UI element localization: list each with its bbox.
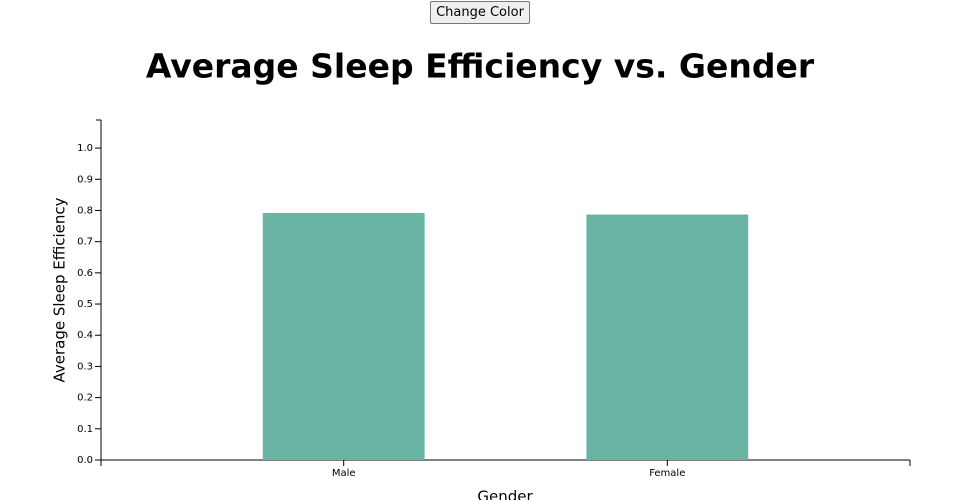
y-tick-label: 1.0 bbox=[77, 143, 93, 154]
y-tick-label: 0.6 bbox=[77, 268, 93, 279]
y-tick-label: 0.2 bbox=[77, 393, 93, 404]
y-tick-label: 0.9 bbox=[77, 174, 93, 185]
bar bbox=[586, 214, 749, 460]
y-tick-label: 0.0 bbox=[77, 455, 93, 466]
y-tick-label: 0.1 bbox=[77, 424, 93, 435]
bar bbox=[262, 212, 425, 460]
y-tick-label: 0.7 bbox=[77, 237, 93, 248]
chart-title: Average Sleep Efficiency vs. Gender bbox=[146, 47, 815, 86]
x-axis-label: Gender bbox=[477, 488, 533, 500]
change-color-button[interactable]: Change Color bbox=[430, 1, 530, 24]
y-axis-label: Average Sleep Efficiency bbox=[51, 197, 69, 382]
x-tick-label: Female bbox=[649, 468, 685, 479]
y-tick-label: 0.5 bbox=[77, 299, 93, 310]
y-tick-label: 0.8 bbox=[77, 205, 93, 216]
y-tick-label: 0.3 bbox=[77, 361, 93, 372]
x-tick-label: Male bbox=[332, 468, 356, 479]
y-tick-label: 0.4 bbox=[77, 330, 93, 341]
